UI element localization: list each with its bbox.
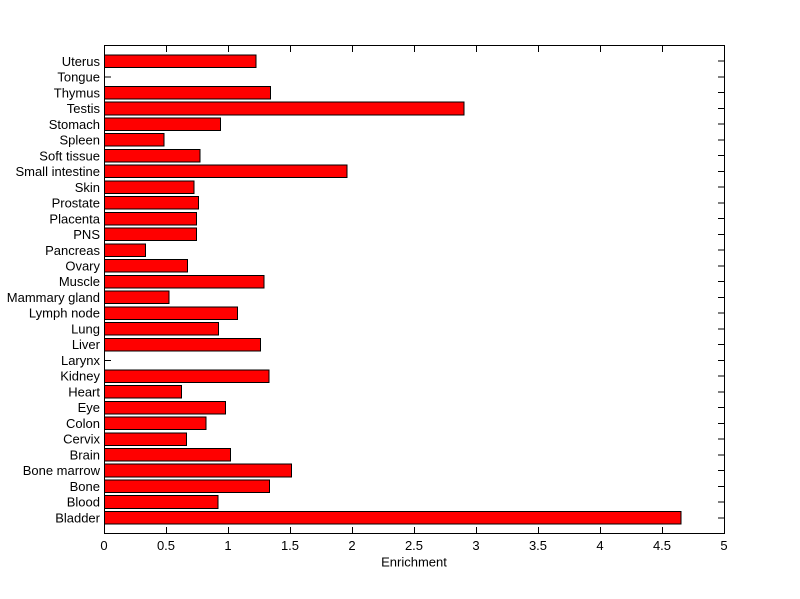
svg-text:Heart: Heart [68, 384, 100, 399]
svg-text:Pancreas: Pancreas [45, 243, 100, 258]
svg-text:Lymph node: Lymph node [29, 306, 100, 321]
svg-text:Uterus: Uterus [62, 54, 101, 69]
svg-text:4.5: 4.5 [653, 538, 671, 553]
svg-text:Placenta: Placenta [49, 211, 100, 226]
svg-text:PNS: PNS [73, 227, 100, 242]
svg-text:Blood: Blood [67, 495, 100, 510]
svg-text:0.5: 0.5 [157, 538, 175, 553]
svg-text:Bone marrow: Bone marrow [23, 463, 101, 478]
svg-text:0: 0 [100, 538, 107, 553]
svg-text:3.5: 3.5 [529, 538, 547, 553]
svg-text:2.5: 2.5 [405, 538, 423, 553]
svg-text:Spleen: Spleen [60, 133, 100, 148]
svg-text:Larynx: Larynx [61, 353, 101, 368]
svg-text:1: 1 [224, 538, 231, 553]
svg-text:3: 3 [472, 538, 479, 553]
svg-text:5: 5 [720, 538, 727, 553]
svg-text:1.5: 1.5 [281, 538, 299, 553]
svg-text:Small intestine: Small intestine [15, 164, 100, 179]
svg-text:Liver: Liver [72, 337, 101, 352]
svg-text:2: 2 [348, 538, 355, 553]
svg-text:Bone: Bone [70, 479, 100, 494]
svg-text:Lung: Lung [71, 321, 100, 336]
svg-text:Brain: Brain [70, 447, 100, 462]
svg-text:Muscle: Muscle [59, 274, 100, 289]
svg-text:Bladder: Bladder [55, 510, 100, 525]
svg-text:Kidney: Kidney [60, 369, 100, 384]
svg-text:Ovary: Ovary [65, 258, 100, 273]
svg-text:Colon: Colon [66, 416, 100, 431]
svg-text:Cervix: Cervix [63, 432, 100, 447]
svg-text:4: 4 [596, 538, 603, 553]
svg-text:Enrichment: Enrichment [381, 555, 447, 570]
svg-text:Testis: Testis [67, 101, 101, 116]
svg-text:Stomach: Stomach [49, 117, 100, 132]
svg-text:Thymus: Thymus [54, 85, 101, 100]
svg-text:Skin: Skin [75, 180, 100, 195]
svg-text:Soft tissue: Soft tissue [39, 148, 100, 163]
svg-text:Eye: Eye [78, 400, 100, 415]
svg-text:Mammary gland: Mammary gland [7, 290, 100, 305]
svg-text:Tongue: Tongue [57, 70, 100, 85]
svg-text:Prostate: Prostate [52, 196, 100, 211]
